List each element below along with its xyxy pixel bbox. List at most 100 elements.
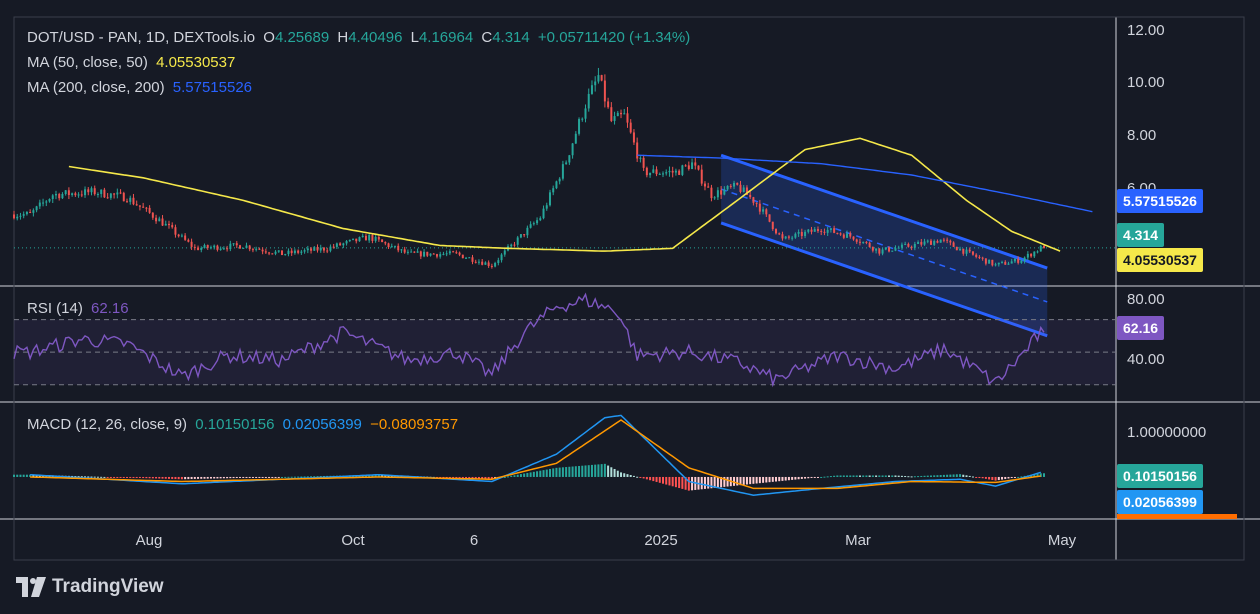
candle-body [658,173,661,175]
macd-histogram-bar [778,476,781,482]
candle-body [526,227,529,236]
candle-body [513,244,516,246]
candle-body [862,241,865,243]
macd-histogram-bar [103,476,106,478]
macd-histogram-bar [794,476,797,480]
candle-body [810,229,813,232]
macd-histogram-bar [22,474,25,477]
macd-histogram-bar [184,476,187,480]
channel-upper-line [720,153,1048,270]
candle-body [487,262,490,266]
macd-histogram-bar [655,476,658,482]
candle-body [775,229,778,234]
candle-body [917,242,920,244]
signal-value-badge: 0.02056399 [1117,490,1203,514]
symbol-label[interactable]: DOT/USD - PAN, 1D, DEXTools.io [27,29,256,46]
macd-histogram-bar [865,475,868,477]
candle-body [942,239,945,241]
candle-body [1026,253,1029,258]
candle-body [329,246,332,251]
candle-body [190,241,193,247]
candle-body [213,245,216,248]
tradingview-brand[interactable]: TradingView [16,576,164,598]
candle-body [900,244,903,248]
high-label: H [337,29,349,46]
ma200-value: 5.57515526 [172,79,252,96]
candle-body [684,165,687,167]
candle-body [1033,251,1036,257]
macd-histogram-bar [461,476,464,479]
macd-histogram-bar [519,474,522,477]
candle-body [284,254,287,256]
candle-body [477,261,480,263]
macd-histogram-bar [532,471,535,477]
signal-value: 0.02056399 [282,416,362,433]
candle-body [548,192,551,206]
legend-rsi-row[interactable]: RSI (14) 62.16 [27,300,133,317]
candle-body [665,172,668,174]
macd-histogram-bar [32,474,35,477]
candle-body [529,224,532,228]
candle-body [303,250,306,252]
macd-histogram-bar [1001,476,1004,480]
legend-ma50-row[interactable]: MA (50, close, 50) 4.05530537 [27,54,239,71]
rsi-tick-80: 80.00 [1127,291,1165,308]
macd-histogram-bar [826,476,829,478]
macd-histogram-bar [636,476,639,478]
candle-body [749,194,752,198]
macd-histogram-bar [590,464,593,477]
candle-body [100,189,103,194]
rsi-label: RSI (14) [27,300,83,317]
candle-body [888,247,891,252]
candle-body [800,231,803,236]
candle-body [142,206,145,208]
candle-body [904,243,907,245]
legend-macd-row[interactable]: MACD (12, 26, close, 9) 0.10150156 0.020… [27,416,462,433]
macd-histogram-bar [109,476,112,478]
macd-histogram-bar [523,473,526,477]
candle-body [910,246,913,248]
candle-body [946,239,949,241]
candle-body [875,248,878,251]
macd-histogram-bar [1007,476,1010,479]
candle-body [542,208,545,219]
macd-histogram-bar [516,474,519,477]
macd-histogram-bar [929,475,932,477]
candle-body [620,112,623,115]
candle-body [264,251,267,253]
macd-histogram-bar [145,476,148,479]
macd-histogram-bar [442,476,445,478]
candle-body [135,204,138,206]
macd-histogram-bar [833,475,836,477]
macd-histogram-bar [151,476,154,479]
candle-body [25,212,28,215]
macd-histogram-bar [548,468,551,477]
macd-histogram-bar [513,475,516,477]
macd-histogram-bar [574,466,577,477]
candle-body [894,248,897,251]
candle-body [865,241,868,243]
chart-frame [13,16,1245,561]
candle-body [458,252,461,255]
macd-histogram-bar [994,476,997,481]
legend-ma200-row[interactable]: MA (200, close, 200) 5.57515526 [27,79,256,96]
candle-body [16,216,19,219]
macd-histogram-bar [536,471,539,477]
candle-body [571,143,574,156]
macd-histogram-bar [77,476,80,478]
macd-histogram-bar [975,476,978,478]
macd-histogram-bar [310,476,313,478]
candle-body [138,205,141,207]
candle-body [733,182,736,187]
candle-body [661,173,664,175]
macd-histogram-bar [213,476,216,479]
candle-body [310,248,313,251]
macd-histogram-bar [758,476,761,484]
macd-histogram-bar [726,476,729,487]
macd-histogram-bar [684,476,687,490]
macd-histogram-bar [229,476,232,479]
macd-histogram-bar [219,476,222,479]
macd-histogram-bar [707,476,710,489]
candle-body [242,247,245,249]
